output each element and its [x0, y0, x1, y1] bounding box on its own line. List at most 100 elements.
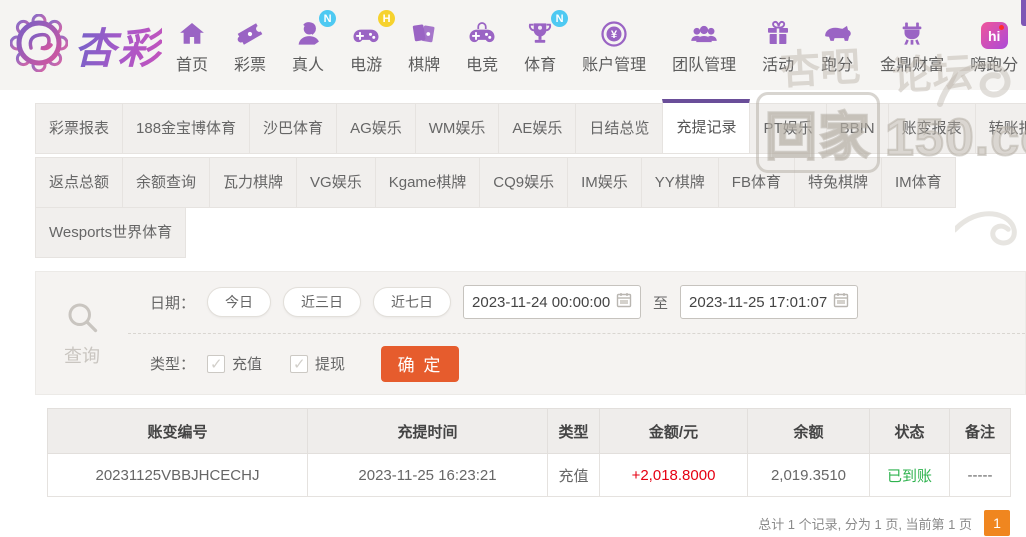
tab[interactable]: YY棋牌 [640, 157, 719, 208]
team-icon [688, 15, 720, 49]
gamepad-icon: H [350, 10, 396, 49]
quick-date-today-button[interactable]: 今日 [207, 287, 272, 318]
table-header-row: 账变编号 充提时间 类型 金额/元 余额 状态 备注 [47, 408, 1011, 454]
top-navigation-bar: 杏彩 首页 彩票 N 真人 H 电游 [0, 0, 1026, 90]
tab[interactable]: AG娱乐 [336, 103, 416, 154]
tab[interactable]: 彩票报表 [35, 103, 124, 154]
record-balance-cell: 2,019.3510 [747, 453, 870, 497]
tab[interactable]: WM娱乐 [414, 103, 500, 154]
filter-panel: 查询 日期： 今日 近三日 近七日 2023-11-24 00:00:00 至 … [35, 271, 1026, 395]
date-from-input[interactable]: 2023-11-24 00:00:00 [463, 285, 642, 320]
rhino-icon [820, 15, 854, 49]
tab[interactable]: 返点总额 [35, 157, 124, 208]
search-icon [64, 299, 100, 340]
new-badge: N [551, 10, 569, 27]
tab[interactable]: IM体育 [880, 157, 956, 208]
confirm-button[interactable]: 确 定 [381, 345, 460, 382]
tab[interactable]: Kgame棋牌 [374, 157, 481, 208]
trophy-icon: N [525, 10, 569, 49]
logo-flower-icon [9, 13, 69, 77]
records-table: 账变编号 充提时间 类型 金额/元 余额 状态 备注 20231125VBBJH… [47, 408, 1011, 497]
main-nav: 首页 彩票 N 真人 H 电游 棋牌 [176, 10, 1018, 75]
tab-row: 返点总额 余额查询 瓦力棋牌 VG娱乐 Kgame棋牌 CQ9娱乐 IM娱乐 Y… [35, 157, 1026, 208]
tab[interactable]: BBIN [825, 103, 889, 154]
nav-item-account-management[interactable]: ¥ 账户管理 [582, 15, 646, 75]
filter-rows: 日期： 今日 近三日 近七日 2023-11-24 00:00:00 至 202… [128, 272, 1025, 394]
column-header: 余额 [747, 408, 870, 454]
tab[interactable]: 沙巴体育 [249, 103, 338, 154]
calendar-icon[interactable] [833, 292, 849, 312]
nav-item-esports[interactable]: 电竞 [466, 15, 498, 75]
checkbox-icon[interactable] [207, 354, 226, 373]
record-remark-cell: ----- [949, 453, 1011, 497]
nav-item-lottery[interactable]: 彩票 [234, 15, 266, 75]
hi-app-icon: hi [980, 15, 1008, 49]
nav-item-egames[interactable]: H 电游 [350, 10, 396, 75]
tab[interactable]: CQ9娱乐 [479, 157, 569, 208]
quick-date-7days-button[interactable]: 近七日 [373, 287, 452, 318]
column-header: 备注 [949, 408, 1011, 454]
records-table-wrap: 账变编号 充提时间 类型 金额/元 余额 状态 备注 20231125VBBJH… [47, 408, 1011, 497]
page-1-button[interactable]: 1 [984, 510, 1010, 536]
date-filter-row: 日期： 今日 近三日 近七日 2023-11-24 00:00:00 至 202… [128, 272, 1025, 334]
tab[interactable]: PT娱乐 [749, 103, 827, 154]
record-id-cell: 20231125VBBJHCECHJ [47, 453, 308, 497]
yuan-coin-icon: ¥ [599, 15, 629, 49]
tab[interactable]: 转账报表 [974, 103, 1026, 154]
tab-row: Wesports世界体育 [35, 207, 1026, 258]
tab[interactable]: 瓦力棋牌 [209, 157, 298, 208]
deposit-checkbox[interactable]: 充值 [207, 353, 262, 374]
nav-item-live[interactable]: N 真人 [292, 10, 337, 75]
record-type-cell: 充值 [547, 453, 600, 497]
tab[interactable]: 188金宝博体育 [122, 103, 251, 154]
tab[interactable]: 余额查询 [122, 157, 211, 208]
svg-text:¥: ¥ [611, 29, 618, 41]
quick-date-3days-button[interactable]: 近三日 [283, 287, 362, 318]
nav-item-jinding-wealth[interactable]: 金鼎财富 [880, 15, 944, 75]
home-icon [177, 15, 207, 49]
tab[interactable]: Wesports世界体育 [35, 207, 187, 258]
site-logo[interactable]: 杏彩 [9, 13, 162, 77]
tab-chongti-jilu-active[interactable]: 充提记录 [662, 99, 751, 154]
nav-item-sports[interactable]: N 体育 [524, 10, 569, 75]
corner-decoration [1021, 0, 1026, 26]
column-header: 类型 [547, 408, 600, 454]
tab[interactable]: AE娱乐 [498, 103, 577, 154]
tab[interactable]: 日结总览 [575, 103, 664, 154]
date-label: 日期： [150, 294, 196, 312]
table-row: 20231125VBBJHCECHJ 2023-11-25 16:23:21 充… [47, 453, 1011, 497]
pagination-bar: 总计 1 个记录, 分为 1 页, 当前第 1 页 1 [0, 510, 1010, 536]
tab-row: 彩票报表 188金宝博体育 沙巴体育 AG娱乐 WM娱乐 AE娱乐 日结总览 充… [35, 99, 1026, 158]
tab[interactable]: 账变报表 [887, 103, 976, 154]
tab[interactable]: 特兔棋牌 [793, 157, 882, 208]
tab[interactable]: VG娱乐 [296, 157, 376, 208]
nav-item-paofen[interactable]: 跑分 [820, 15, 854, 75]
tab[interactable]: FB体育 [717, 157, 795, 208]
notification-dot [998, 25, 1004, 30]
to-label: 至 [653, 294, 669, 312]
brand-name: 杏彩 [74, 15, 162, 76]
record-amount-cell: +2,018.8000 [599, 453, 748, 497]
nav-item-hi-paofen[interactable]: hi 嗨跑分 [970, 15, 1018, 75]
column-header: 状态 [869, 408, 950, 454]
record-time-cell: 2023-11-25 16:23:21 [307, 453, 548, 497]
tab[interactable]: IM娱乐 [567, 157, 642, 208]
calendar-icon[interactable] [616, 292, 632, 312]
date-to-input[interactable]: 2023-11-25 17:01:07 [680, 285, 859, 320]
ticket-icon [235, 15, 265, 49]
search-column: 查询 [36, 272, 128, 394]
checkbox-icon[interactable] [290, 354, 309, 373]
ding-icon [897, 15, 927, 49]
live-person-icon: N [293, 10, 337, 49]
column-header: 账变编号 [47, 408, 308, 454]
new-badge: N [319, 10, 337, 27]
search-label: 查询 [64, 345, 100, 366]
report-tabs: 彩票报表 188金宝博体育 沙巴体育 AG娱乐 WM娱乐 AE娱乐 日结总览 充… [35, 99, 1026, 258]
cards-icon [409, 15, 439, 49]
nav-item-home[interactable]: 首页 [176, 15, 208, 75]
nav-item-team-management[interactable]: 团队管理 [672, 15, 736, 75]
nav-item-board-games[interactable]: 棋牌 [408, 15, 440, 75]
withdraw-checkbox[interactable]: 提现 [290, 353, 345, 374]
type-filter-row: 类型： 充值 提现 确 定 [128, 334, 1025, 395]
nav-item-activities[interactable]: 活动 [762, 15, 794, 75]
